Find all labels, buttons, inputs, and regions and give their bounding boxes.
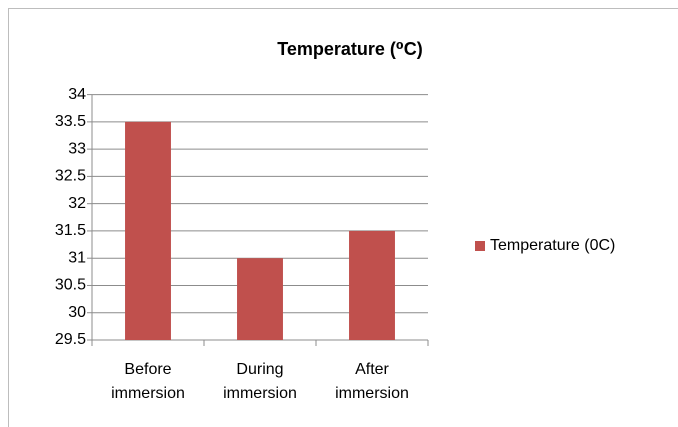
legend-swatch — [475, 241, 485, 251]
x-tick-label: During immersion — [223, 361, 297, 402]
chart-title: Temperature (⁰C) — [277, 39, 423, 59]
y-tick-label: 31 — [68, 249, 86, 266]
legend-label: Temperature (0C) — [490, 237, 615, 254]
x-tick-label: After immersion — [335, 361, 409, 402]
x-tick-label: Before immersion — [111, 361, 185, 402]
bar — [237, 258, 283, 340]
y-tick-label: 33.5 — [55, 113, 86, 130]
y-tick-label: 30.5 — [55, 277, 86, 294]
chart-frame — [8, 8, 678, 427]
y-tick-label: 34 — [68, 86, 86, 103]
y-tick-label: 32 — [68, 195, 86, 212]
y-tick-label: 33 — [68, 140, 86, 157]
y-tick-label: 29.5 — [55, 331, 86, 348]
y-tick-label: 31.5 — [55, 222, 86, 239]
y-tick-label: 30 — [68, 304, 86, 321]
bar — [349, 230, 395, 340]
bar — [125, 121, 171, 340]
y-tick-label: 32.5 — [55, 168, 86, 185]
